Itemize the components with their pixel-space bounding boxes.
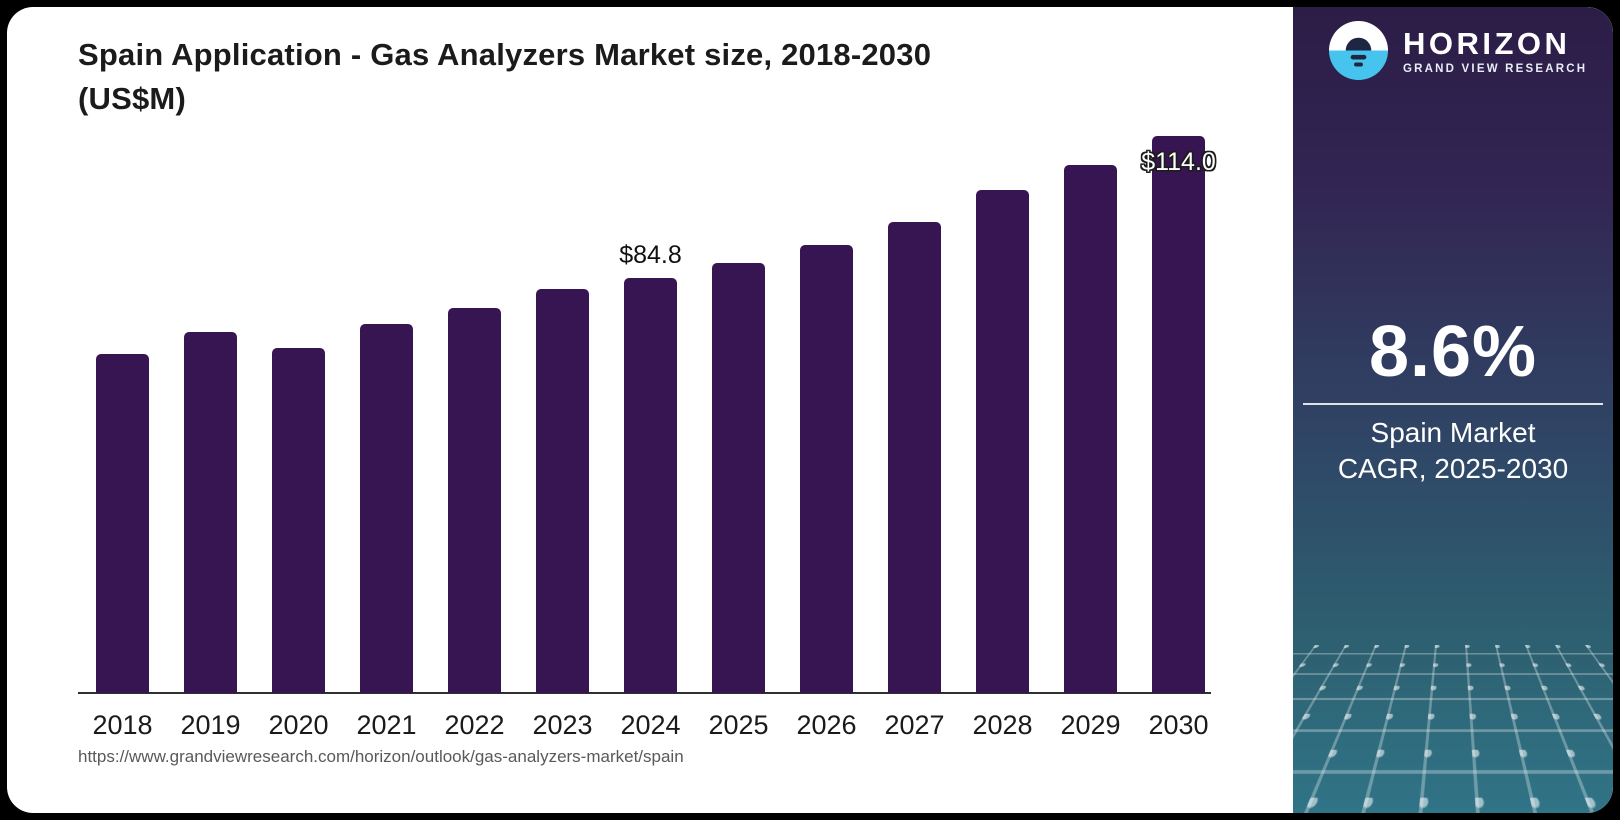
- bar-2029: [1064, 165, 1117, 693]
- bar-2022: [448, 308, 501, 693]
- x-tick-2030: 2030: [1148, 710, 1209, 740]
- infographic-card: Spain Application - Gas Analyzers Market…: [7, 7, 1613, 813]
- brand-sidebar: HORIZON GRAND VIEW RESEARCH 8.6% Spain M…: [1293, 7, 1613, 813]
- x-tick-2029: 2029: [1060, 710, 1121, 740]
- cagr-divider: [1303, 403, 1603, 405]
- source-url: https://www.grandviewresearch.com/horizo…: [78, 747, 684, 766]
- bar-chart: 2018 2019 2020 2021 2022 2023 2024 2025 2026 2027…: [7, 7, 1613, 813]
- bar-2026: [800, 245, 853, 693]
- logo-text: HORIZON GRAND VIEW RESEARCH: [1403, 25, 1588, 75]
- data-label-2030: $114.0: [1141, 148, 1216, 176]
- horizon-sunset-icon: [1328, 20, 1389, 81]
- x-tick-2018: 2018: [92, 710, 153, 740]
- chart-title: Spain Application - Gas Analyzers Market…: [78, 33, 1138, 121]
- data-label-2024: $84.8: [619, 241, 682, 269]
- cagr-block: 8.6% Spain Market CAGR, 2025-2030: [1293, 313, 1613, 487]
- wireframe-mesh-graphic: [1293, 645, 1613, 813]
- bar-2025: [712, 263, 765, 693]
- chart-title-line2: (US$M): [78, 81, 186, 116]
- x-tick-2021: 2021: [356, 710, 417, 740]
- x-tick-2023: 2023: [532, 710, 593, 740]
- bar-2021: [360, 324, 413, 693]
- brand-name: HORIZON: [1403, 25, 1571, 61]
- bar-2019: [184, 332, 237, 693]
- x-tick-2028: 2028: [972, 710, 1033, 740]
- cagr-value: 8.6%: [1368, 312, 1538, 392]
- bar-2020: [272, 348, 325, 693]
- bar-2028: [976, 190, 1029, 693]
- bar-2024: [624, 278, 677, 693]
- x-tick-2019: 2019: [180, 710, 241, 740]
- cagr-label: Spain Market CAGR, 2025-2030: [1293, 415, 1613, 487]
- x-axis-line: [78, 692, 1211, 694]
- bar-2030: [1152, 136, 1205, 693]
- cagr-label-line2: CAGR, 2025-2030: [1337, 453, 1569, 484]
- bar-2018: [96, 354, 149, 693]
- x-tick-2020: 2020: [268, 710, 329, 740]
- horizon-logo: HORIZON GRAND VIEW RESEARCH: [1327, 19, 1587, 82]
- bar-2027: [888, 222, 941, 693]
- brand-tagline: GRAND VIEW RESEARCH: [1403, 62, 1588, 75]
- x-tick-2027: 2027: [884, 710, 945, 740]
- x-tick-2026: 2026: [796, 710, 857, 740]
- x-tick-2024: 2024: [620, 710, 681, 740]
- chart-title-line1: Spain Application - Gas Analyzers Market…: [78, 37, 932, 72]
- cagr-label-line1: Spain Market: [1370, 417, 1536, 448]
- x-tick-2025: 2025: [708, 710, 769, 740]
- bar-2023: [536, 289, 589, 693]
- x-tick-2022: 2022: [444, 710, 505, 740]
